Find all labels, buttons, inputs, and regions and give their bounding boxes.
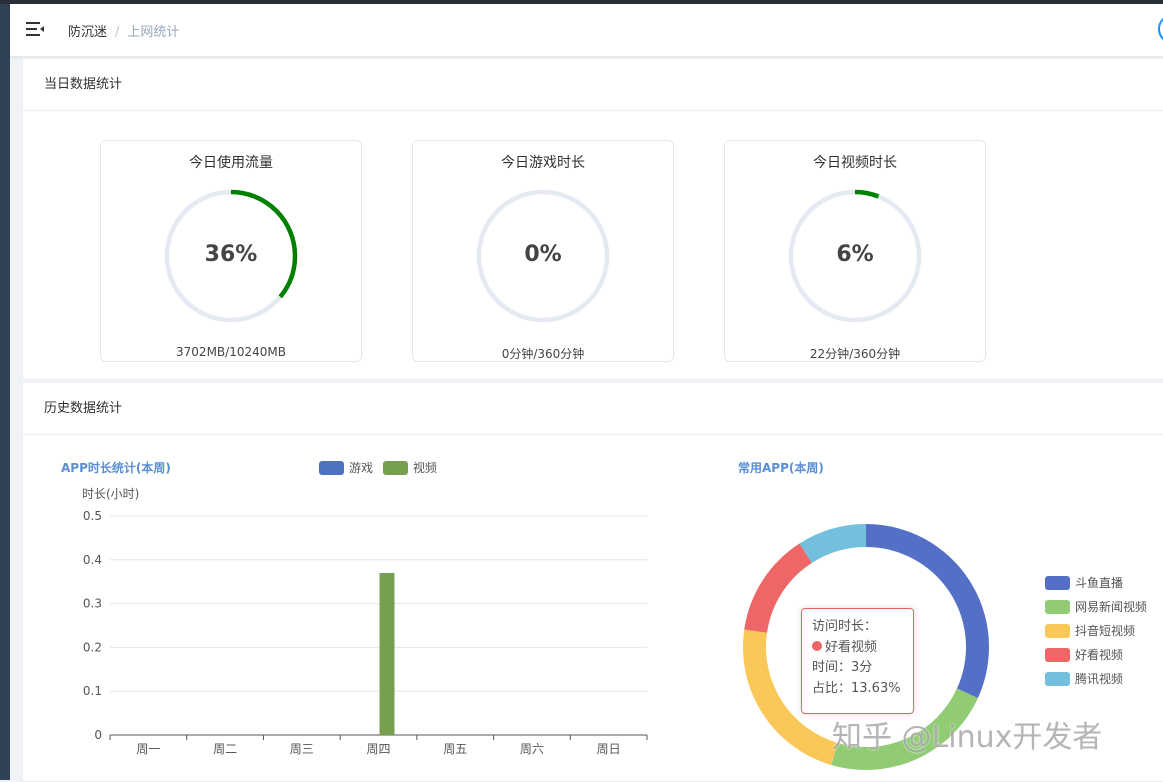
pie-slice[interactable] (831, 688, 978, 770)
pie-tooltip: 访问时长： 好看视频 时间：3分 占比：13.63% (801, 608, 914, 714)
navbar: 防沉迷 / 上网统计 (10, 4, 1163, 56)
legend-item[interactable]: 斗鱼直播 (1045, 574, 1123, 591)
pie-chart-title: 常用APP(本周) (738, 461, 824, 475)
gauge-detail: 0分钟/360分钟 (501, 347, 585, 361)
legend-swatch (1045, 575, 1070, 590)
hamburger-icon[interactable] (26, 22, 44, 36)
legend-label: 网易新闻视频 (1075, 600, 1148, 614)
y-tick-label: 0.5 (83, 509, 102, 523)
breadcrumb: 防沉迷 / 上网统计 (68, 21, 179, 40)
x-tick-label: 周三 (290, 742, 314, 756)
card-title: 历史数据统计 (23, 383, 1163, 435)
bar-video (379, 572, 395, 735)
progress-ring (164, 189, 298, 323)
y-tick-label: 0 (94, 728, 102, 742)
window-top-strip (0, 0, 1163, 4)
tooltip-name: 好看视频 (825, 639, 878, 655)
legend-item-video[interactable]: 视频 (383, 459, 437, 476)
tooltip-header: 访问时长： (812, 619, 878, 634)
legend-item[interactable]: 网易新闻视频 (1045, 598, 1147, 615)
gauge-detail: 22分钟/360分钟 (809, 347, 901, 361)
history-stats-card: 历史数据统计 (22, 382, 1163, 782)
breadcrumb-current: 上网统计 (127, 25, 180, 40)
legend-item[interactable]: 腾讯视频 (1045, 670, 1123, 687)
gauge-percent: 36% (204, 242, 258, 267)
gauge-card: 今日游戏时长 0% 0分钟/360分钟 (412, 140, 674, 362)
legend-swatch (1045, 599, 1070, 614)
x-tick-label: 周二 (213, 742, 237, 756)
legend-swatch (1045, 623, 1070, 638)
y-tick-label: 0.1 (83, 684, 102, 698)
legend-swatch (1045, 671, 1070, 686)
bar-chart: 时长(小时) 0 0.1 0.2 0.3 0.4 0.5 周一 周二 周三 周四 周五 周六 周日 (82, 487, 648, 756)
card-title: 当日数据统计 (23, 59, 1163, 111)
breadcrumb-root[interactable]: 防沉迷 (68, 25, 108, 40)
legend-item[interactable]: 好看视频 (1045, 646, 1123, 663)
gauge-detail: 3702MB/10240MB (176, 345, 286, 359)
gauge-title: 今日视频时长 (813, 155, 897, 171)
gauge-percent: 0% (524, 242, 562, 267)
gauge-card: 今日视频时长 6% 22分钟/360分钟 (724, 140, 986, 362)
gauge-card: 今日使用流量 36% 3702MB/10240MB (100, 140, 362, 362)
pie-slice[interactable] (866, 524, 989, 699)
gauge-title: 今日使用流量 (189, 155, 273, 171)
pie-slice[interactable] (799, 524, 866, 563)
bar-chart-title: APP时长统计(本周) (61, 461, 171, 475)
legend-swatch (319, 460, 344, 475)
pie-slice[interactable] (744, 543, 812, 633)
progress-ring (476, 189, 610, 323)
legend-label: 抖音短视频 (1075, 624, 1136, 638)
gauge-percent: 6% (836, 242, 874, 267)
avatar[interactable] (1158, 14, 1163, 44)
pie-chart (743, 524, 989, 770)
sidebar (0, 4, 10, 780)
x-tick-label: 周六 (520, 742, 544, 756)
pie-slice[interactable] (743, 629, 838, 766)
y-tick-label: 0.4 (83, 553, 102, 567)
series-dot-icon (812, 640, 822, 651)
legend-label: 腾讯视频 (1075, 672, 1124, 686)
legend-label: 游戏 (349, 461, 374, 475)
y-tick-label: 0.2 (83, 640, 102, 654)
tooltip-time: 时间：3分 (812, 660, 873, 675)
tooltip-series: 好看视频 (812, 638, 903, 659)
legend-swatch (1045, 647, 1070, 662)
legend-item[interactable]: 抖音短视频 (1045, 622, 1135, 639)
legend-label: 斗鱼直播 (1075, 576, 1124, 590)
x-tick-label: 周日 (597, 742, 621, 756)
y-axis-label: 时长(小时) (82, 487, 139, 501)
gauge-title: 今日游戏时长 (501, 155, 585, 171)
watermark: 知乎 @Linux开发者 (832, 720, 1103, 755)
legend-swatch (383, 460, 408, 475)
x-tick-label: 周一 (136, 742, 160, 756)
legend-label: 好看视频 (1075, 648, 1124, 662)
x-tick-label: 周四 (366, 742, 390, 756)
breadcrumb-separator: / (115, 25, 120, 40)
progress-ring (788, 189, 922, 323)
today-stats-card: 当日数据统计 今日使用流量 36% 3702MB/10240MB 今日游戏时长 0… (22, 58, 1163, 380)
x-tick-label: 周五 (443, 742, 467, 756)
tooltip-ratio: 占比：13.63% (812, 680, 901, 696)
y-tick-label: 0.3 (83, 597, 102, 611)
legend-label: 视频 (413, 461, 438, 475)
legend-item-game[interactable]: 游戏 (319, 459, 373, 476)
